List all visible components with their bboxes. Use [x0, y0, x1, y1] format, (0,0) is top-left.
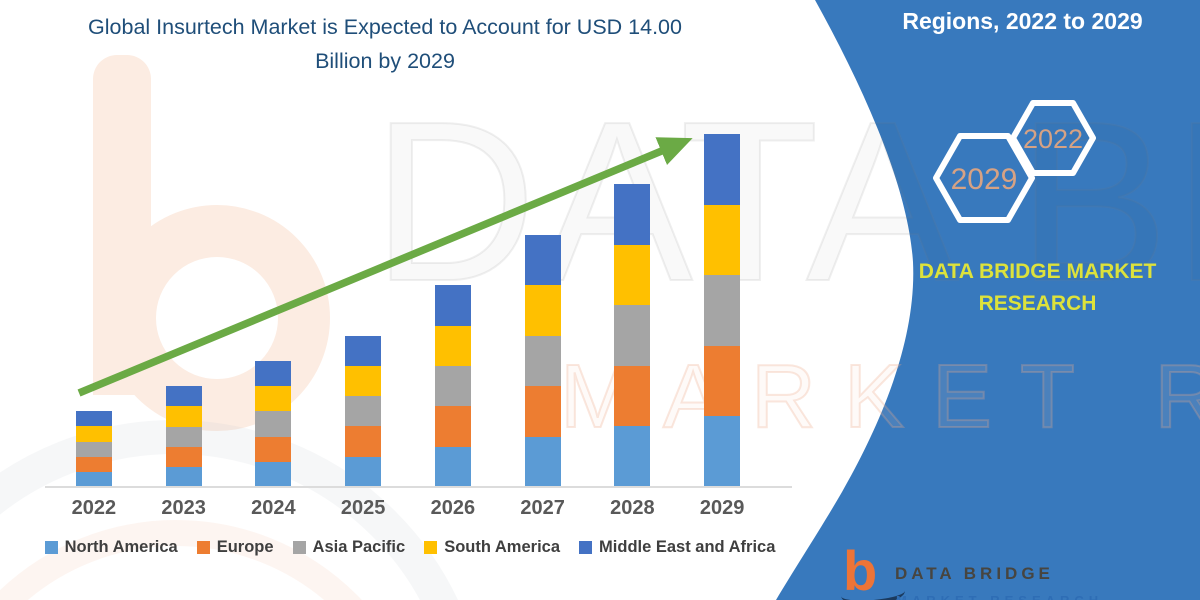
bar-segment-south-america-2023	[165, 406, 202, 427]
x-tick-2025: 2025	[340, 497, 386, 519]
bar-segment-middle-east-and-africa-2029	[704, 134, 741, 205]
legend-swatch-middle-east-and-africa	[579, 541, 593, 554]
x-axis-line	[45, 486, 792, 488]
legend-item-south-america: South America	[424, 538, 560, 557]
hexagon-2029-label: 2029	[951, 163, 1018, 196]
legend-item-middle-east-and-africa: Middle East and Africa	[579, 538, 775, 557]
bar-segment-north-america-2029	[704, 416, 741, 487]
legend-label-south-america: South America	[444, 538, 561, 556]
x-tick-2022: 2022	[71, 497, 117, 519]
bar-segment-europe-2026	[434, 406, 471, 447]
chart-legend: North America Europe Asia Pacific South Ame…	[35, 538, 785, 557]
x-tick-2026: 2026	[430, 497, 476, 519]
x-tick-2028: 2028	[610, 497, 655, 519]
legend-swatch-south-america	[424, 541, 438, 554]
legend-label-middle-east-and-africa: Middle East and Africa	[599, 538, 776, 556]
legend-label-asia-pacific: Asia Pacific	[312, 538, 406, 556]
legend-label-north-america: North America	[64, 538, 178, 556]
legend-label-europe: Europe	[216, 538, 274, 556]
logo-brand-name: DATA BRIDGE	[895, 564, 1054, 583]
footer-logo: b DATA BRIDGE MARKET RESEARCH	[840, 542, 1173, 600]
bar-segment-north-america-2027	[524, 436, 561, 487]
chart-title-line-2: Billion by 2029	[315, 49, 455, 73]
x-tick-2024: 2024	[251, 497, 296, 519]
hexagon-2022-label: 2022	[1023, 124, 1083, 154]
watermark-sub-text: MARKET RESEARCH	[559, 347, 1200, 447]
bar-segment-europe-2025	[345, 426, 382, 457]
bar-segment-asia-pacific-2025	[345, 396, 382, 427]
bar-segment-asia-pacific-2029	[704, 275, 741, 346]
bar-segment-europe-2022	[75, 456, 112, 472]
chart-title: Global Insurtech Market is Expected to A…	[55, 10, 715, 78]
legend-swatch-north-america	[44, 541, 58, 554]
legend-item-europe: Europe	[196, 538, 274, 557]
bar-2022	[75, 411, 112, 487]
bar-segment-asia-pacific-2022	[75, 441, 112, 457]
hexagon-2029	[933, 133, 1035, 223]
bar-segment-south-america-2029	[704, 204, 741, 276]
chart-title-line-1: Global Insurtech Market is Expected to A…	[88, 15, 682, 39]
x-tick-2023: 2023	[161, 497, 206, 519]
legend-item-north-america: North America	[44, 538, 178, 557]
bar-segment-europe-2029	[704, 345, 741, 417]
bar-segment-north-america-2028	[614, 426, 651, 487]
logo-brand-subtitle: MARKET RESEARCH	[896, 593, 1103, 600]
bar-segment-south-america-2022	[75, 426, 112, 442]
bar-segment-north-america-2024	[255, 461, 292, 487]
bar-segment-europe-2023	[165, 446, 202, 467]
bar-segment-north-america-2025	[345, 456, 382, 487]
legend-item-asia-pacific: Asia Pacific	[292, 538, 406, 557]
bar-segment-asia-pacific-2024	[255, 411, 292, 437]
bar-segment-north-america-2023	[165, 466, 202, 487]
bar-segment-asia-pacific-2023	[165, 426, 202, 447]
legend-swatch-asia-pacific	[292, 541, 306, 554]
bar-segment-middle-east-and-africa-2022	[75, 411, 112, 427]
hexagon-2022	[1010, 100, 1096, 176]
bar-2029	[704, 134, 741, 487]
side-panel-brand-text: DATA BRIDGE MARKET RESEARCH	[918, 260, 1157, 315]
bar-segment-north-america-2026	[434, 446, 471, 487]
side-panel-shape	[776, 0, 1200, 600]
side-panel-heading: Regions, 2022 to 2029	[902, 8, 1143, 34]
logo-b-glyph: b	[843, 539, 878, 600]
legend-swatch-europe	[196, 541, 210, 554]
x-tick-2029: 2029	[699, 497, 745, 519]
x-tick-2027: 2027	[520, 497, 565, 519]
bar-segment-north-america-2022	[75, 471, 112, 487]
bar-segment-europe-2024	[255, 436, 292, 462]
